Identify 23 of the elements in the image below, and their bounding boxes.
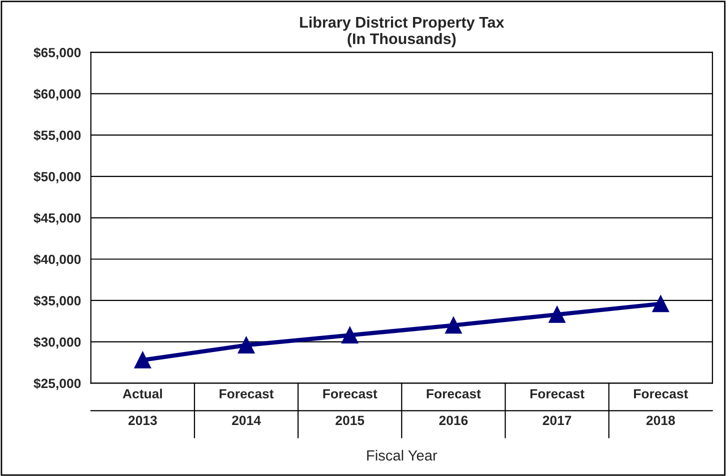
category-label: Forecast 2014 (220, 389, 274, 426)
y-tick-label: $60,000 (34, 88, 81, 101)
point (445, 316, 462, 334)
point (134, 352, 152, 368)
x-axis-title: Fiscal Year (367, 450, 438, 461)
y-tick-label: $45,000 (34, 212, 81, 225)
y-tick-label: $30,000 (34, 336, 81, 349)
category-label: Forecast 2017 (530, 389, 584, 426)
y-tick-label: $40,000 (34, 254, 81, 266)
y-tick-label: $65,000 (34, 47, 81, 60)
category-label: Forecast 2016 (426, 389, 481, 426)
y-tick-label: $55,000 (34, 130, 81, 142)
point (548, 306, 566, 323)
y-tick-label: $25,000 (34, 378, 81, 390)
category-label: Forecast 2018 (634, 389, 688, 426)
point (652, 295, 669, 312)
point (238, 336, 255, 354)
y-tick-label: $50,000 (34, 171, 81, 184)
category-label: Forecast 2015 (323, 389, 378, 426)
chart-title: Library District Property Tax (In Thousands) (300, 16, 504, 48)
y-tick-label: $35,000 (34, 295, 81, 308)
category-label: Actual 2013 (122, 388, 162, 426)
point (342, 326, 358, 344)
